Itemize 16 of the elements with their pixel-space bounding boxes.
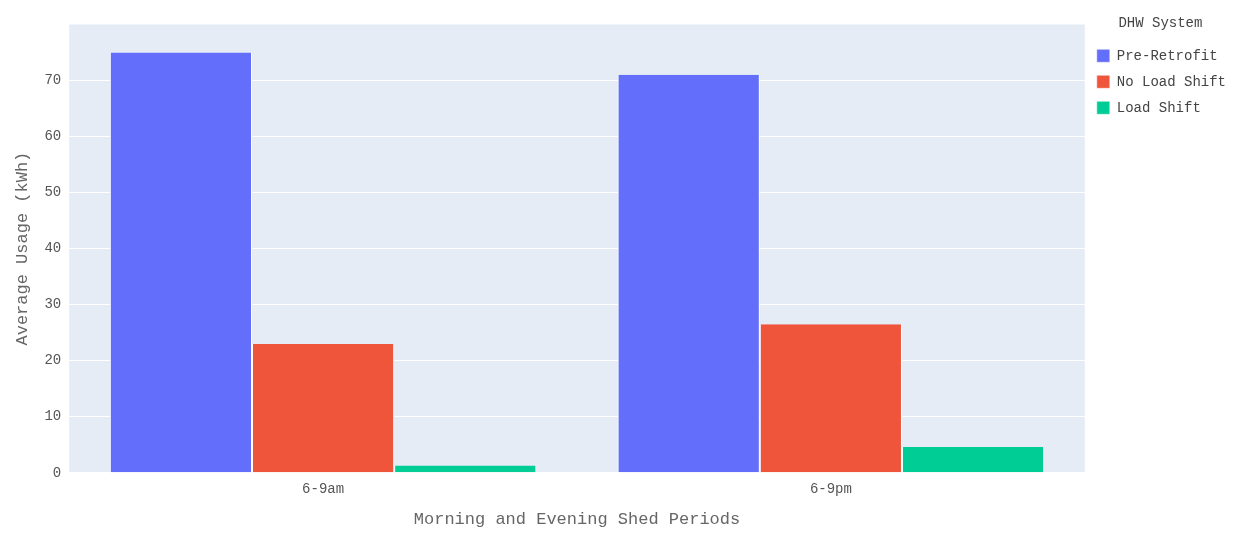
y-tick-label: 30 [44,296,62,313]
y-tick-label: 60 [44,128,62,145]
y-axis-title: Average Usage (kWh) [12,151,32,346]
legend-title: DHW System [1118,14,1203,31]
x-axis-title: Morning and Evening Shed Periods [413,510,741,530]
y-tick-label: 0 [52,464,62,481]
legend-label: Load Shift [1116,99,1201,116]
x-tick-label: 6-9pm [809,480,852,497]
y-tick-label: 70 [44,72,62,89]
y-tick-label: 50 [44,184,62,201]
x-tick-label: 6-9am [302,480,345,497]
legend-label: No Load Shift [1116,73,1226,90]
legend-label: Pre-Retrofit [1116,47,1218,64]
y-tick-label: 40 [44,240,62,257]
y-tick-label: 20 [44,352,62,369]
y-tick-label: 10 [44,408,62,425]
